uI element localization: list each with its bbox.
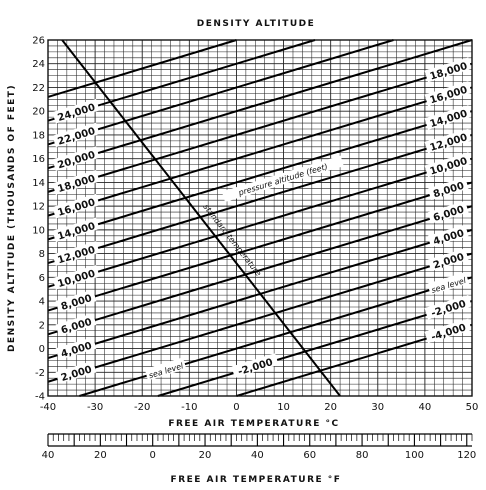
y-tick-label: 4 — [39, 297, 45, 308]
pressure-altitude-label-group: 14,000 — [424, 105, 472, 130]
label-background — [55, 289, 97, 313]
pressure-altitude-label-group: 16,000 — [424, 81, 472, 106]
label-background — [52, 217, 100, 243]
pressure-altitude-line — [47, 181, 473, 312]
label-background — [52, 122, 100, 148]
fahrenheit-tick-label: 80 — [356, 450, 369, 461]
y-tick-label: -2 — [35, 368, 45, 379]
pressure-altitude-line — [47, 39, 473, 170]
pressure-altitude-line — [47, 110, 473, 241]
y-tick-label: 24 — [32, 59, 45, 70]
label-background — [55, 360, 97, 384]
label-background — [55, 313, 97, 337]
fahrenheit-tick-label: 100 — [405, 450, 424, 461]
x-tick-label: 50 — [466, 402, 479, 413]
y-tick-label: 14 — [32, 178, 45, 189]
pressure-altitude-line — [47, 62, 473, 193]
x-tick-label: -40 — [40, 402, 56, 413]
fahrenheit-tick-label: 40 — [42, 450, 55, 461]
label-background — [52, 193, 100, 219]
pressure-altitude-lines — [47, 39, 473, 397]
label-background — [427, 271, 470, 296]
y-tick-label: 8 — [39, 249, 45, 260]
x2-axis-label: FREE AIR TEMPERATURE °F — [171, 475, 342, 485]
y-tick-label: 10 — [32, 225, 45, 236]
fahrenheit-tick-label: 40 — [251, 450, 264, 461]
label-background — [144, 357, 187, 381]
y-tick-label: 18 — [32, 130, 45, 141]
label-background — [52, 146, 100, 171]
x-tick-label: 20 — [324, 402, 337, 413]
fahrenheit-tick-label: 20 — [94, 450, 107, 461]
y-tick-label: 2 — [39, 320, 45, 331]
fahrenheit-tick-label: 120 — [457, 450, 476, 461]
x-tick-label: -30 — [87, 402, 103, 413]
label-background — [424, 81, 472, 106]
fahrenheit-tick-label: 60 — [303, 450, 316, 461]
y-axis-label: DENSITY ALTITUDE (THOUSANDS OF FEET) — [7, 84, 17, 352]
label-background — [424, 128, 472, 154]
fahrenheit-tick-label: 20 — [199, 450, 212, 461]
x-tick-labels: -40 -30 -20 -10 0 10 20 30 40 50 — [40, 402, 479, 413]
x-tick-label: 0 — [233, 402, 239, 413]
chart-title: DENSITY ALTITUDE — [197, 19, 316, 29]
label-background — [427, 200, 469, 224]
grid — [47, 39, 473, 397]
pressure-altitude-label-group: -4,000 — [424, 318, 472, 344]
pressure-altitude-label-group: 10,000 — [424, 152, 472, 178]
fahrenheit-tick-label: 0 — [150, 450, 156, 461]
pressure-altitude-line — [47, 39, 394, 146]
pressure-altitude-line — [47, 86, 473, 217]
label-background — [424, 57, 472, 83]
x-tick-label: 30 — [371, 402, 384, 413]
y-tick-label: 12 — [32, 202, 45, 213]
fahrenheit-scale: 40 20 0 20 40 60 80 100 120 — [42, 433, 476, 461]
y-tick-label: 6 — [39, 273, 45, 284]
label-background — [52, 98, 100, 124]
y-tick-label: 22 — [32, 83, 45, 94]
y-tick-label: -4 — [35, 392, 45, 403]
x-tick-label: -20 — [134, 402, 150, 413]
pressure-altitude-line — [47, 39, 237, 98]
label-background — [424, 105, 472, 130]
pressure-altitude-line — [79, 276, 473, 397]
label-background — [52, 170, 100, 195]
pressure-altitude-label-group: -2,000 — [424, 294, 472, 320]
y-tick-label: 0 — [39, 344, 45, 355]
pressure-altitude-line — [47, 157, 473, 288]
x-axis-label: FREE AIR TEMPERATURE °C — [168, 419, 339, 429]
label-background — [424, 152, 472, 178]
plot-frame — [47, 39, 473, 397]
standard-temperature-line — [61, 39, 341, 397]
pressure-altitude-line — [157, 300, 473, 397]
label-background — [424, 318, 472, 344]
y-tick-label: 26 — [32, 36, 45, 47]
label-background — [427, 224, 469, 248]
pressure-altitude-label-group: 12,000 — [424, 128, 472, 154]
label-background — [231, 353, 279, 378]
pressure-altitude-line — [47, 205, 473, 336]
x-tick-label: -10 — [181, 402, 197, 413]
label-background — [55, 337, 97, 360]
y-tick-label: 16 — [32, 154, 45, 165]
label-background — [427, 177, 469, 200]
label-background — [52, 264, 100, 290]
x-tick-label: 10 — [277, 402, 290, 413]
label-background — [427, 248, 469, 272]
pressure-altitude-label-group: sea level — [144, 357, 187, 381]
label-background — [424, 294, 472, 320]
standard-temperature-label: standard temperature — [201, 202, 263, 277]
caption-background — [221, 155, 344, 203]
pressure-altitude-label-group: 18,000 — [424, 57, 472, 83]
pressure-altitude-line — [47, 133, 473, 265]
x-tick-label: 40 — [419, 402, 432, 413]
y-tick-label: 20 — [32, 107, 45, 118]
label-background — [52, 241, 100, 266]
pressure-altitude-label-group: sea level — [427, 271, 470, 296]
pressure-altitude-line — [47, 252, 473, 383]
